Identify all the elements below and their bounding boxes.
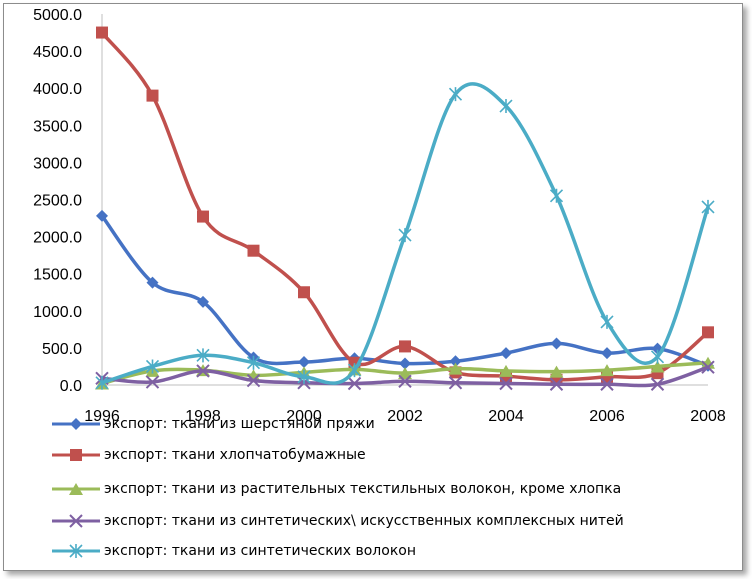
legend-label-synthetic-filament: экспорт: ткани из синтетических\ искусст… [104, 513, 624, 529]
data-point [549, 365, 564, 378]
data-point [448, 376, 463, 390]
data-point [399, 357, 411, 370]
data-point [197, 295, 209, 308]
legend-swatch-wool [52, 418, 100, 430]
y-tick-label: 1500.0 [33, 267, 82, 284]
y-tick-label: 3000.0 [33, 155, 82, 172]
data-point [347, 376, 362, 391]
legend-swatch-synthetic-fibers [52, 544, 100, 558]
series-cotton [96, 26, 714, 386]
data-point [499, 364, 513, 377]
y-tick-label: 2000.0 [33, 230, 82, 247]
data-point [499, 376, 513, 391]
data-point [398, 367, 412, 380]
y-tick-label: 3500.0 [33, 118, 82, 135]
data-point [600, 364, 614, 377]
data-point [145, 359, 160, 374]
legend-swatch-cotton [52, 449, 100, 461]
x-tick-labels: 1996 1998 2000 2002 2004 2006 2008 [84, 408, 726, 425]
data-point [448, 362, 463, 375]
series-line [100, 30, 710, 382]
data-point [146, 276, 159, 289]
data-point [246, 355, 261, 370]
data-point [650, 349, 665, 364]
data-point [398, 228, 412, 243]
series-synthetic-fibers [95, 82, 715, 390]
y-tick-labels: 0.0 500.0 1000.0 1500.0 2000.0 2500.0 3000.0 35… [33, 7, 82, 395]
data-point [145, 375, 160, 389]
legend-item-synthetic-filament: экспорт: ткани из синтетических\ искусст… [52, 508, 624, 534]
data-point [399, 340, 411, 353]
data-point [600, 314, 614, 329]
data-point [146, 89, 159, 102]
legend-swatch-plant-fibers [52, 483, 100, 495]
x-tick-label: 2002 [387, 408, 423, 425]
data-point [650, 377, 665, 391]
data-point [196, 348, 210, 363]
y-tick-label: 500.0 [42, 341, 82, 358]
chart-frame [3, 3, 743, 571]
x-tick-label: 1998 [185, 408, 221, 425]
data-point [448, 87, 463, 102]
x-tick-label: 2008 [690, 408, 726, 425]
data-point [702, 326, 714, 339]
data-point [96, 26, 108, 39]
legend-item-synthetic-fibers: экспорт: ткани из синтетических волокон [52, 538, 416, 564]
data-point [601, 347, 613, 360]
data-point [549, 188, 564, 203]
y-tick-label: 5000.0 [33, 7, 82, 24]
legend-item-wool: экспорт: ткани из шерстяной пряжи [52, 411, 375, 437]
data-point [701, 199, 715, 214]
legend-label-wool: экспорт: ткани из шерстяной пряжи [104, 416, 375, 432]
legend-label-cotton: экспорт: ткани хлопчатобумажные [104, 447, 366, 463]
y-tick-label: 4500.0 [33, 44, 82, 61]
data-point [246, 373, 261, 388]
y-tick-label: 0.0 [60, 378, 82, 395]
data-point [298, 355, 310, 368]
data-point [398, 374, 412, 388]
legend-swatch-synthetic-filament [52, 514, 100, 528]
data-point [96, 209, 108, 222]
y-tick-label: 2500.0 [33, 193, 82, 210]
data-point [701, 356, 715, 369]
data-point [347, 363, 362, 378]
data-point [197, 210, 209, 223]
data-point [701, 360, 715, 374]
x-tick-label: 1996 [84, 408, 120, 425]
data-point [650, 360, 665, 373]
x-tick-label: 2006 [589, 408, 625, 425]
legend-item-plant-fibers: экспорт: ткани из растительных текстильн… [52, 476, 621, 502]
data-point [600, 377, 614, 391]
data-point [499, 99, 513, 114]
data-point [298, 286, 310, 299]
y-tick-label: 4000.0 [33, 81, 82, 98]
data-point [550, 337, 563, 350]
data-point [449, 355, 462, 368]
data-point [500, 347, 512, 360]
data-point [247, 244, 260, 257]
x-tick-label: 2000 [286, 408, 322, 425]
legend-label-synthetic-fibers: экспорт: ткани из синтетических волокон [104, 543, 416, 559]
series-line [100, 82, 710, 385]
data-point [95, 375, 109, 390]
series-layer [95, 26, 715, 391]
x-tick-label: 2004 [488, 408, 524, 425]
y-tick-label: 1000.0 [33, 304, 82, 321]
data-point [196, 364, 210, 378]
data-point [297, 369, 311, 384]
legend-item-cotton: экспорт: ткани хлопчатобумажные [52, 442, 366, 468]
series-synthetic-filament [95, 360, 715, 391]
data-point [549, 377, 564, 391]
legend-label-plant-fibers: экспорт: ткани из растительных текстильн… [104, 481, 622, 497]
